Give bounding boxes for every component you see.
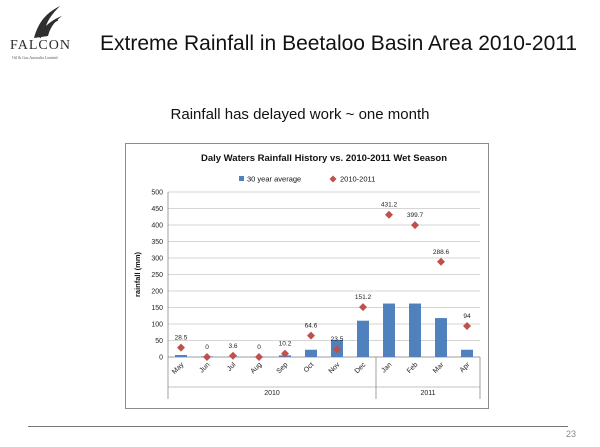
data-label-jan: 431.2 xyxy=(381,202,398,209)
x-tick-label: Sep xyxy=(276,361,290,375)
y-tick-label: 100 xyxy=(151,322,163,329)
data-label-feb: 399.7 xyxy=(407,212,424,219)
legend-bar-swatch xyxy=(239,176,244,181)
y-tick-label: 250 xyxy=(151,272,163,279)
data-label-aug: 0 xyxy=(257,344,261,351)
data-label-jul: 3.6 xyxy=(228,343,237,350)
x-tick-label: Mar xyxy=(432,361,446,375)
slide-title: Extreme Rainfall in Beetaloo Basin Area … xyxy=(100,32,578,55)
marker-nov xyxy=(333,345,341,354)
data-label-oct: 64.6 xyxy=(305,323,318,330)
x-tick-label: Jul xyxy=(226,361,238,373)
marker-apr xyxy=(463,321,471,330)
marker-aug xyxy=(255,353,263,361)
marker-sep xyxy=(281,349,289,358)
marker-jan xyxy=(385,210,393,219)
y-tick-label: 450 xyxy=(151,206,163,213)
legend-label-30-year-average: 30 year average xyxy=(247,175,301,184)
slide-subtitle: Rainfall has delayed work ~ one month xyxy=(170,106,430,123)
data-label-apr: 94 xyxy=(463,313,471,320)
page-number: 23 xyxy=(566,429,577,439)
y-tick-label: 150 xyxy=(151,305,163,312)
group-label-2010: 2010 xyxy=(264,390,280,397)
bar-apr xyxy=(461,349,473,357)
x-tick-label: Jun xyxy=(198,361,211,374)
falcon-logo: FALCON Oil & Gas Australia Limited xyxy=(4,4,88,64)
bar-oct xyxy=(305,349,317,357)
logo-wordmark: FALCON xyxy=(10,38,71,53)
marker-mar xyxy=(437,257,445,266)
footer-divider xyxy=(28,426,568,427)
logo-tagline: Oil & Gas Australia Limited xyxy=(12,55,58,60)
data-label-sep: 10.2 xyxy=(279,341,292,348)
rainfall-chart: Daly Waters Rainfall History vs. 2010-20… xyxy=(125,143,489,409)
y-tick-label: 200 xyxy=(151,289,163,296)
chart-title: Daly Waters Rainfall History vs. 2010-20… xyxy=(201,153,447,164)
bar-mar xyxy=(435,318,447,357)
y-tick-label: 50 xyxy=(155,338,163,345)
x-tick-label: May xyxy=(171,361,186,376)
x-tick-label: Aug xyxy=(250,361,264,375)
y-tick-label: 400 xyxy=(151,223,163,230)
falcon-bird-icon xyxy=(34,6,62,39)
y-axis-label: rainfall (mm) xyxy=(133,251,142,297)
legend-label-2010-2011: 2010-2011 xyxy=(340,175,375,184)
marker-jun xyxy=(203,353,211,361)
data-label-dec: 151.2 xyxy=(355,294,372,301)
data-label-may: 28.5 xyxy=(175,335,188,342)
bar-dec xyxy=(357,320,369,357)
y-tick-label: 0 xyxy=(159,355,163,362)
data-label-mar: 288.6 xyxy=(433,249,450,256)
y-tick-label: 350 xyxy=(151,239,163,246)
x-tick-label: Nov xyxy=(328,361,342,375)
marker-oct xyxy=(307,331,315,340)
marker-may xyxy=(177,343,185,352)
data-label-jun: 0 xyxy=(205,344,209,351)
x-tick-label: Jan xyxy=(380,361,393,374)
bar-jan xyxy=(383,303,395,357)
x-tick-label: Apr xyxy=(459,361,472,374)
group-label-2011: 2011 xyxy=(420,390,435,397)
data-label-nov: 23.5 xyxy=(331,336,344,343)
legend-marker-swatch xyxy=(329,175,337,183)
bar-may xyxy=(175,355,187,357)
bar-feb xyxy=(409,303,421,357)
x-tick-label: Dec xyxy=(354,361,368,375)
chart-canvas: Daly Waters Rainfall History vs. 2010-20… xyxy=(133,153,481,399)
x-tick-label: Feb xyxy=(406,361,420,375)
marker-dec xyxy=(359,303,367,312)
y-tick-label: 500 xyxy=(151,190,163,197)
marker-feb xyxy=(411,221,419,230)
x-tick-label: Oct xyxy=(303,361,316,374)
y-tick-label: 300 xyxy=(151,256,163,263)
marker-jul xyxy=(229,351,237,360)
